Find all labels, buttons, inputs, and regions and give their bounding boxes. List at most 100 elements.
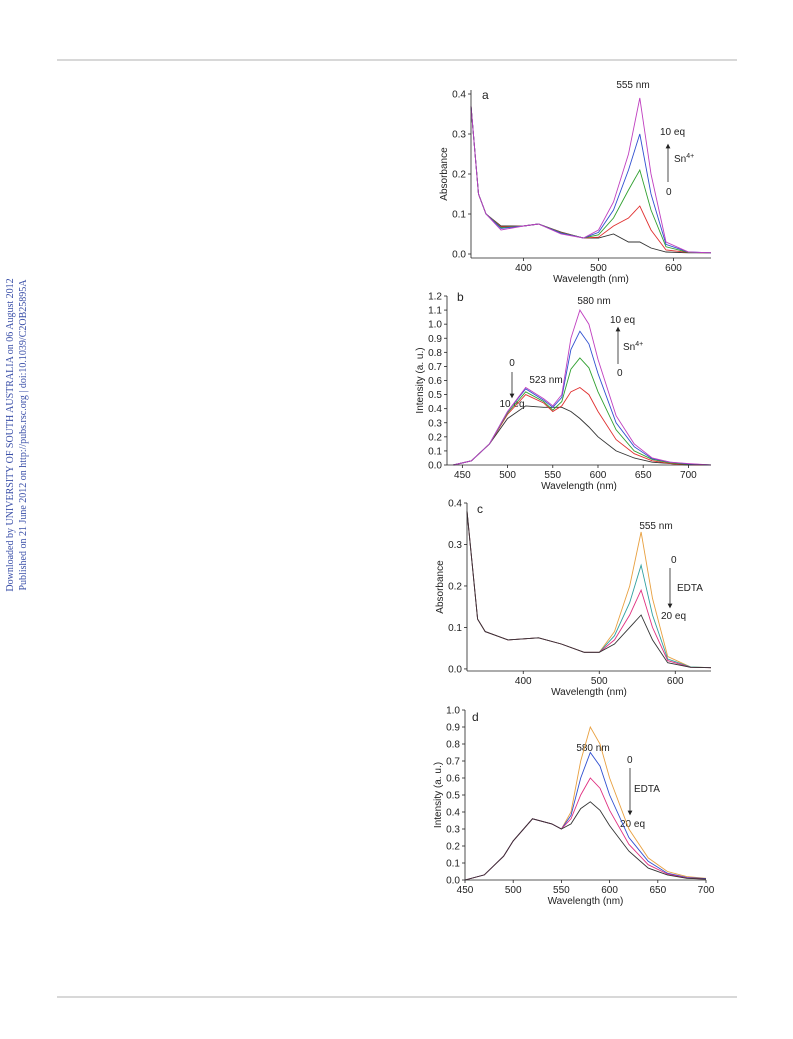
y-tick-label: 1.1 (428, 306, 442, 317)
y-tick-label: 0.0 (446, 876, 460, 887)
y-tick-label: 0.2 (428, 432, 442, 443)
y-tick-label: 0.1 (428, 446, 442, 457)
y-axis-label: Intensity (a. u.) (433, 762, 444, 828)
annotation: Sn4+ (623, 341, 643, 353)
x-axis-label: Wavelength (nm) (551, 687, 627, 698)
panel-label: b (457, 290, 464, 304)
annotation: Sn4+ (674, 153, 694, 165)
y-tick-label: 0.5 (428, 390, 442, 401)
annotation: 20 eq (620, 819, 645, 830)
x-tick-label: 500 (591, 676, 608, 687)
panel-label: a (482, 88, 489, 102)
x-tick-label: 550 (553, 885, 570, 896)
spectrum-line (470, 97, 712, 254)
y-tick-label: 0.0 (428, 461, 442, 472)
spectrum-line (466, 511, 712, 669)
spectrum-line (464, 777, 707, 881)
annotation: 0 (617, 368, 623, 379)
y-tick-label: 0.5 (446, 791, 460, 802)
annotation: 580 nm (577, 296, 610, 307)
y-tick-label: 0.4 (448, 499, 462, 510)
y-tick-label: 0.4 (446, 808, 460, 819)
y-tick-label: 1.2 (428, 292, 442, 303)
y-tick-label: 0.9 (428, 334, 442, 345)
y-tick-label: 0.8 (428, 348, 442, 359)
annotation: 0 (671, 555, 677, 566)
y-axis-label: Absorbance (439, 147, 450, 201)
margin-note: Downloaded by UNIVERSITY OF SOUTH AUSTRA… (5, 278, 16, 591)
annotation: EDTA (677, 583, 703, 594)
margin-note: Published on 21 June 2012 on http://pubs… (18, 279, 29, 591)
y-tick-label: 0.0 (448, 664, 462, 675)
y-tick-label: 0.2 (448, 581, 462, 592)
spectrum-line (453, 357, 712, 466)
spectrum-line (470, 105, 712, 254)
y-tick-label: 0.3 (448, 540, 462, 551)
y-tick-label: 0.1 (446, 859, 460, 870)
y-tick-label: 0.0 (452, 250, 466, 261)
y-axis-label: Absorbance (435, 560, 446, 614)
x-tick-label: 450 (454, 470, 471, 481)
y-tick-label: 0.7 (428, 362, 442, 373)
annotation: EDTA (634, 784, 660, 795)
panel-label: c (477, 502, 483, 516)
y-tick-label: 0.3 (428, 418, 442, 429)
annotation: 0 (627, 755, 633, 766)
x-tick-label: 500 (590, 263, 607, 274)
annotation-text: Sn (623, 342, 635, 353)
annotation-sup: 4+ (686, 153, 694, 160)
x-axis-label: Wavelength (nm) (553, 274, 629, 285)
annotation: 555 nm (639, 521, 672, 532)
annotation: 555 nm (616, 80, 649, 91)
y-tick-label: 1.0 (446, 706, 460, 717)
x-tick-label: 650 (635, 470, 652, 481)
annotation: 10 eq (660, 127, 685, 138)
spectrum-line (464, 751, 707, 881)
y-tick-label: 0.9 (446, 723, 460, 734)
x-tick-label: 600 (590, 470, 607, 481)
spectrum-line (453, 330, 712, 466)
y-tick-label: 0.2 (452, 170, 466, 181)
y-tick-label: 0.4 (452, 90, 466, 101)
y-tick-label: 0.4 (428, 404, 442, 415)
annotation: 523 nm (529, 375, 562, 386)
y-tick-label: 0.2 (446, 842, 460, 853)
x-tick-label: 500 (505, 885, 522, 896)
annotation: 10 eq (610, 315, 635, 326)
y-axis-label: Intensity (a. u.) (415, 347, 426, 413)
x-tick-label: 400 (515, 263, 532, 274)
spectrum-line (466, 511, 712, 669)
spectrum-line (464, 801, 707, 881)
annotation: 20 eq (661, 611, 686, 622)
y-tick-label: 0.3 (452, 130, 466, 141)
spectrum-line (466, 511, 712, 669)
x-tick-label: 600 (667, 676, 684, 687)
x-tick-label: 700 (698, 885, 715, 896)
x-tick-label: 600 (601, 885, 618, 896)
y-tick-label: 0.6 (428, 376, 442, 387)
x-tick-label: 550 (544, 470, 561, 481)
y-tick-label: 0.8 (446, 740, 460, 751)
spectrum-line (453, 309, 712, 466)
spectrum-line (453, 405, 711, 466)
x-axis-label: Wavelength (nm) (548, 896, 624, 907)
x-tick-label: 650 (649, 885, 666, 896)
y-tick-label: 0.6 (446, 774, 460, 785)
spectrum-line (466, 511, 712, 669)
annotation: 10 eq (499, 399, 524, 410)
y-tick-label: 0.1 (448, 623, 462, 634)
panel-label: d (472, 710, 479, 724)
x-tick-label: 450 (457, 885, 474, 896)
y-tick-label: 0.7 (446, 757, 460, 768)
x-axis-label: Wavelength (nm) (541, 481, 617, 492)
annotation-text: Sn (674, 154, 686, 165)
spectrum-line (453, 386, 711, 466)
x-tick-label: 400 (515, 676, 532, 687)
annotation: 580 nm (576, 743, 609, 754)
x-tick-label: 600 (665, 263, 682, 274)
annotation: 0 (666, 187, 672, 198)
y-tick-label: 0.3 (446, 825, 460, 836)
x-tick-label: 700 (680, 470, 697, 481)
